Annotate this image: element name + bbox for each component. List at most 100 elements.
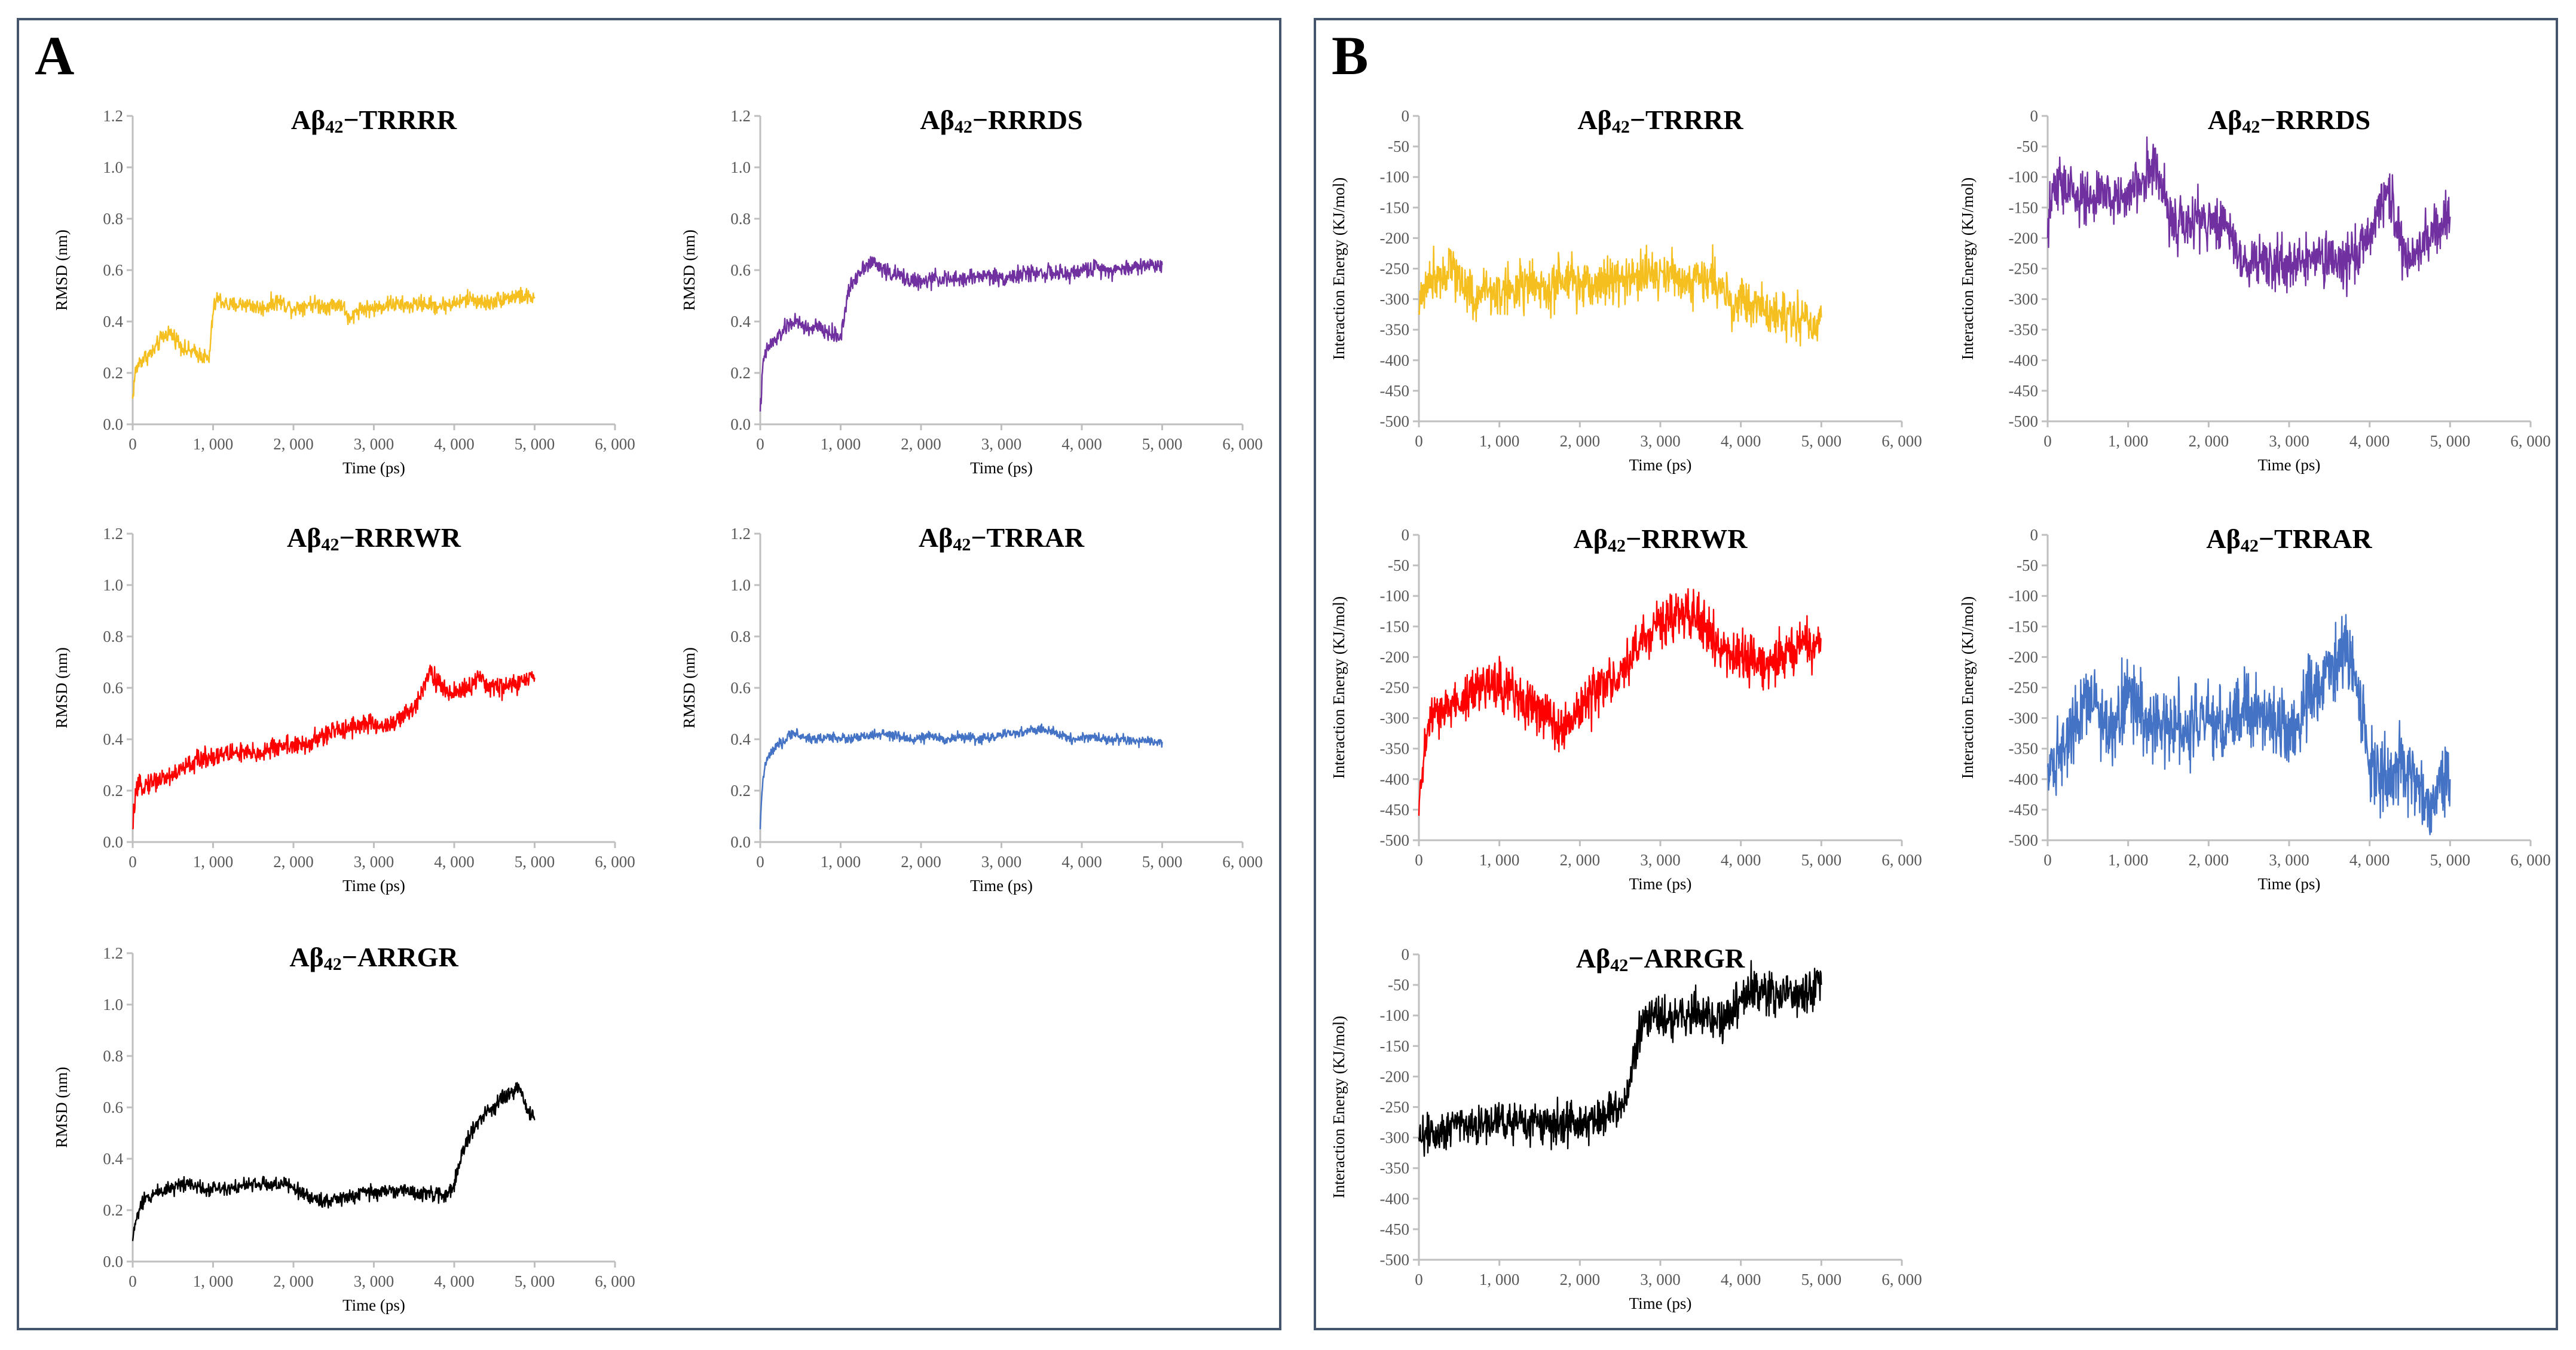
y-tick-label: 0.6 xyxy=(730,261,751,279)
x-tick-label: 1, 000 xyxy=(2108,851,2149,869)
chart-title: Aβ42−TRRRR xyxy=(1577,105,1743,137)
x-tick-label: 3, 000 xyxy=(1640,432,1681,450)
y-tick-label: -100 xyxy=(2009,168,2039,186)
series-line xyxy=(2046,614,2451,835)
y-tick-label: -200 xyxy=(1380,648,1410,666)
x-tick-label: 4, 000 xyxy=(434,853,475,871)
x-axis-title: Time (ps) xyxy=(2258,875,2321,893)
y-tick-label: 0.0 xyxy=(730,833,751,851)
y-tick-label: -150 xyxy=(2009,198,2039,216)
chart-a-1: 0.0 0.2 0.4 0.6 0.8 1.0 1.2 0 1, 000 2, 000 3, 000… xyxy=(53,105,635,477)
x-tick-label: 2, 000 xyxy=(1560,851,1601,869)
x-tick-label: 2, 000 xyxy=(1560,432,1601,450)
x-tick-label: 1, 000 xyxy=(821,853,861,871)
y-tick-label: 0.6 xyxy=(103,1098,123,1116)
y-tick-label: -500 xyxy=(1380,412,1410,430)
series-line xyxy=(131,286,536,399)
y-tick-label: -500 xyxy=(1380,831,1410,849)
y-tick-label: -50 xyxy=(1388,976,1409,994)
y-axis-title: RMSD (nm) xyxy=(680,229,698,311)
x-tick-label: 5, 000 xyxy=(1142,853,1183,871)
y-tick-label: -200 xyxy=(2009,229,2039,247)
y-tick-label: 0.4 xyxy=(730,313,751,330)
y-tick-label: 0.0 xyxy=(103,415,123,433)
chart-title: Aβ42−RRRWR xyxy=(287,522,461,555)
x-tick-label: 1, 000 xyxy=(1479,851,1520,869)
y-tick-label: -200 xyxy=(2009,648,2039,666)
x-tick-label: 2, 000 xyxy=(273,853,314,871)
y-tick-label: -450 xyxy=(1380,382,1410,400)
x-axis-title: Time (ps) xyxy=(342,1296,405,1314)
y-tick-label: 0 xyxy=(2030,526,2039,544)
chart-a-4: 0.0 0.2 0.4 0.6 0.8 1.0 1.2 0 1, 000 2, 000 3, 000… xyxy=(680,522,1263,895)
x-tick-label: 4, 000 xyxy=(1061,853,1102,871)
x-tick-label: 6, 000 xyxy=(1881,1271,1922,1288)
panel-b-label: B xyxy=(1332,25,1369,86)
y-tick-label: -500 xyxy=(2009,412,2039,430)
x-tick-label: 0 xyxy=(1415,851,1423,869)
chart-b-7: 0 -50 -100 -150 -200 -250 -300 -350 -400 -450 -500… xyxy=(1959,105,2551,474)
y-tick-label: -500 xyxy=(2009,831,2039,849)
series-line xyxy=(1418,244,1822,347)
x-tick-label: 6, 000 xyxy=(595,1272,635,1290)
x-tick-label: 3, 000 xyxy=(354,853,394,871)
y-tick-label: 1.2 xyxy=(103,944,123,962)
y-tick-label: -150 xyxy=(2009,617,2039,635)
x-tick-label: 1, 000 xyxy=(193,1272,234,1290)
x-axis-title: Time (ps) xyxy=(970,459,1033,477)
chart-b-9: 0 -50 -100 -150 -200 -250 -300 -350 -400 -450 -500… xyxy=(1959,524,2551,893)
x-tick-label: 5, 000 xyxy=(515,853,555,871)
y-tick-label: -350 xyxy=(2009,321,2039,339)
y-tick-label: 0.8 xyxy=(103,210,123,228)
y-tick-label: 1.0 xyxy=(103,996,123,1014)
x-tick-label: 2, 000 xyxy=(2189,851,2229,869)
x-tick-label: 2, 000 xyxy=(901,853,941,871)
x-tick-label: 5, 000 xyxy=(1801,1271,1842,1288)
x-tick-label: 6, 000 xyxy=(1881,851,1922,869)
x-tick-label: 2, 000 xyxy=(273,1272,314,1290)
y-tick-label: 0.2 xyxy=(103,364,123,382)
y-tick-label: 0.6 xyxy=(730,679,751,697)
x-tick-label: 5, 000 xyxy=(1801,432,1842,450)
y-tick-label: -200 xyxy=(1380,229,1410,247)
x-tick-label: 3, 000 xyxy=(1640,1271,1681,1288)
y-tick-label: -250 xyxy=(2009,260,2039,278)
y-tick-label: -450 xyxy=(1380,801,1410,819)
y-tick-label: 0.2 xyxy=(103,1201,123,1219)
y-tick-label: -300 xyxy=(1380,1129,1410,1147)
x-tick-label: 4, 000 xyxy=(1721,432,1761,450)
x-tick-label: 5, 000 xyxy=(1801,851,1842,869)
x-tick-label: 0 xyxy=(2043,851,2052,869)
x-tick-label: 5, 000 xyxy=(515,1272,555,1290)
x-tick-label: 2, 000 xyxy=(1560,1271,1601,1288)
y-tick-label: 0.4 xyxy=(730,730,751,748)
y-tick-label: 0.0 xyxy=(730,415,751,433)
chart-title: Aβ42−TRRAR xyxy=(2206,524,2372,556)
x-tick-label: 0 xyxy=(756,435,764,453)
y-tick-label: -350 xyxy=(1380,740,1410,758)
x-tick-label: 1, 000 xyxy=(821,435,861,453)
x-axis-title: Time (ps) xyxy=(342,877,405,895)
series-line xyxy=(131,664,536,830)
y-tick-label: 0.0 xyxy=(103,833,123,851)
x-tick-label: 1, 000 xyxy=(1479,432,1520,450)
y-tick-label: -400 xyxy=(1380,351,1410,369)
y-tick-label: 0 xyxy=(1402,107,1410,125)
y-tick-label: -450 xyxy=(1380,1220,1410,1238)
y-tick-label: -50 xyxy=(2017,137,2038,155)
series-line xyxy=(759,256,1163,412)
y-tick-label: 0 xyxy=(1402,945,1410,963)
y-tick-label: -150 xyxy=(1380,198,1410,216)
y-tick-label: -300 xyxy=(2009,709,2039,727)
y-tick-label: 0.2 xyxy=(103,782,123,800)
y-tick-label: 0 xyxy=(1402,526,1410,544)
x-tick-label: 0 xyxy=(1415,432,1423,450)
y-tick-label: 1.0 xyxy=(103,576,123,594)
y-tick-label: -400 xyxy=(2009,770,2039,788)
chart-b-8: 0 -50 -100 -150 -200 -250 -300 -350 -400 -450 -500… xyxy=(1330,524,1922,893)
y-tick-label: -250 xyxy=(1380,1098,1410,1116)
y-tick-label: -450 xyxy=(2009,801,2039,819)
x-tick-label: 1, 000 xyxy=(1479,1271,1520,1288)
x-tick-label: 3, 000 xyxy=(1640,851,1681,869)
y-tick-label: 1.0 xyxy=(103,158,123,176)
